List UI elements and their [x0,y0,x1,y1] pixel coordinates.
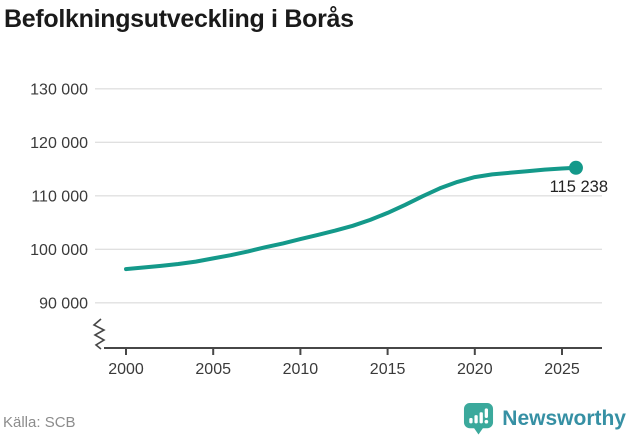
axis-break-icon [92,318,106,350]
newsworthy-logo-text: Newsworthy [502,406,626,430]
x-tick-label: 2000 [108,361,144,378]
source-note: Källa: SCB [3,414,76,431]
end-value-label: 115 238 [550,178,608,196]
y-tick-label: 110 000 [31,188,88,205]
logo-bars [469,408,489,424]
chart-title: Befolkningsutveckling i Borås [4,5,354,33]
population-line [124,165,578,272]
x-tick-label: 2025 [544,361,580,378]
end-point-dot [568,160,583,175]
y-tick-label: 120 000 [30,135,88,152]
newsworthy-logo[interactable]: Newsworthy [463,402,626,435]
y-tick-label: 100 000 [30,242,88,259]
y-tick-label: 90 000 [39,295,88,312]
x-tick-label: 2010 [283,361,319,378]
x-tick-label: 2015 [370,361,406,378]
x-tick-label: 2005 [195,361,231,378]
x-tick-label: 2020 [457,361,493,378]
bar-chart-speech-bubble-icon [464,403,494,435]
y-tick-label: 130 000 [30,81,88,98]
